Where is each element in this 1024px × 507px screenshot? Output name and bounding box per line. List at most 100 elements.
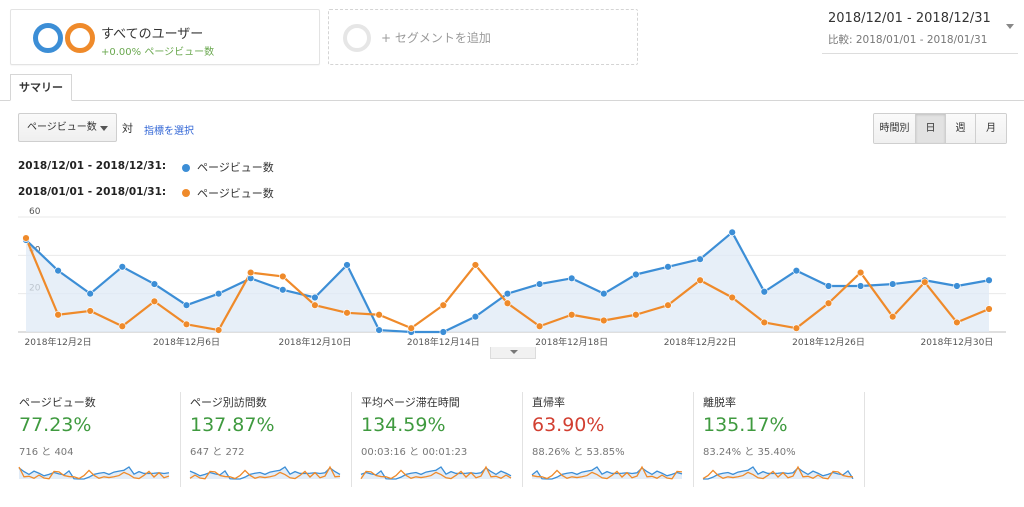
scorecard-title: 直帰率 [532, 396, 565, 409]
x-tick-label: 2018年12月18日 [535, 336, 608, 348]
data-point-previous[interactable] [311, 301, 319, 309]
period-hourly-button[interactable]: 時間別 [874, 114, 916, 143]
scorecard[interactable]: ページ別訪問数 137.87% 647 と 272 [181, 392, 352, 487]
data-point-current[interactable] [953, 282, 961, 290]
data-point-current[interactable] [279, 286, 287, 294]
data-point-previous[interactable] [696, 276, 704, 284]
data-point-previous[interactable] [567, 311, 576, 319]
period-week-button[interactable]: 週 [946, 114, 976, 143]
pageviews-line-chart[interactable]: 2040602018年12月2日2018年12月6日2018年12月10日201… [0, 205, 1024, 350]
data-point-previous[interactable] [22, 234, 30, 242]
scorecard[interactable]: 離脱率 135.17% 83.24% と 35.40% [694, 392, 865, 487]
data-point-previous[interactable] [535, 322, 544, 330]
legend-range-previous: 2018/01/01 - 2018/01/31: [18, 186, 167, 198]
data-point-previous[interactable] [182, 320, 191, 329]
sparkline-line [189, 465, 341, 480]
scorecard[interactable]: 平均ページ滞在時間 134.59% 00:03:16 と 00:01:23 [352, 392, 523, 487]
legend-series-current: ページビュー数 [197, 161, 274, 174]
data-point-previous[interactable] [503, 299, 512, 307]
legend-range-current: 2018/12/01 - 2018/12/31: [18, 160, 167, 172]
legend-orange-dot-icon [182, 189, 190, 197]
add-segment-button[interactable]: + セグメントを追加 [328, 9, 638, 65]
data-point-previous[interactable] [439, 301, 447, 309]
scorecard-title: ページビュー数 [19, 396, 96, 409]
data-point-current[interactable] [439, 328, 447, 336]
data-point-previous[interactable] [118, 322, 127, 330]
data-point-previous[interactable] [985, 305, 993, 313]
x-tick-label: 2018年12月22日 [664, 336, 737, 348]
tab-bar-divider [0, 100, 1024, 101]
date-range-picker[interactable]: 2018/12/01 - 2018/12/31 比較: 2018/01/01 -… [822, 8, 1018, 54]
segment-all-users[interactable]: すべてのユーザー +0.00% ページビュー数 [10, 9, 320, 65]
data-point-current[interactable] [311, 293, 319, 302]
data-point-previous[interactable] [375, 311, 383, 319]
scorecard-title: ページ別訪問数 [190, 396, 267, 409]
data-point-current[interactable] [567, 274, 576, 283]
data-point-current[interactable] [600, 289, 608, 298]
data-point-previous[interactable] [728, 293, 736, 302]
scorecard[interactable]: ページビュー数 77.23% 716 と 404 [10, 392, 181, 487]
data-point-current[interactable] [54, 266, 62, 275]
segment-subtitle: +0.00% ページビュー数 [101, 47, 215, 58]
data-point-current[interactable] [728, 228, 736, 237]
data-point-current[interactable] [985, 276, 993, 284]
choose-metric-link[interactable]: 指標を選択 [144, 126, 194, 137]
scorecard-sparkline [18, 466, 170, 480]
segment-title: すべてのユーザー [101, 27, 204, 42]
data-point-previous[interactable] [953, 318, 961, 327]
data-point-previous[interactable] [214, 326, 223, 334]
data-point-previous[interactable] [888, 312, 897, 321]
data-point-previous[interactable] [279, 272, 287, 281]
data-point-current[interactable] [375, 326, 383, 334]
date-range-main: 2018/12/01 - 2018/12/31 [828, 11, 991, 26]
legend-blue-dot-icon [182, 164, 190, 172]
data-point-previous[interactable] [760, 318, 768, 327]
data-point-previous[interactable] [632, 311, 640, 319]
sparkline-line [531, 465, 683, 480]
data-point-current[interactable] [150, 280, 159, 288]
chart-collapse-handle[interactable] [490, 347, 536, 359]
segment-blue-ring-icon [33, 23, 63, 53]
data-point-previous[interactable] [824, 299, 833, 307]
y-tick-label: 60 [29, 207, 41, 217]
data-point-previous[interactable] [407, 324, 415, 332]
data-point-current[interactable] [535, 280, 544, 288]
data-point-previous[interactable] [247, 268, 255, 277]
data-point-previous[interactable] [792, 324, 801, 332]
data-point-current[interactable] [760, 288, 768, 296]
data-point-current[interactable] [824, 282, 833, 290]
scorecard-value: 63.90% [532, 414, 605, 436]
data-point-current[interactable] [86, 289, 94, 298]
data-point-current[interactable] [182, 301, 191, 309]
data-point-previous[interactable] [921, 278, 929, 286]
versus-label: 対 [122, 122, 133, 135]
data-point-previous[interactable] [150, 297, 159, 306]
data-point-previous[interactable] [471, 261, 480, 269]
data-point-current[interactable] [632, 270, 640, 279]
data-point-previous[interactable] [664, 301, 672, 309]
data-point-current[interactable] [792, 266, 801, 275]
scorecard[interactable]: 直帰率 63.90% 88.26% と 53.85% [523, 392, 694, 487]
date-range-compare: 比較: 2018/01/01 - 2018/01/31 [828, 34, 988, 46]
data-point-current[interactable] [696, 255, 704, 263]
data-point-previous[interactable] [54, 311, 62, 319]
period-month-button[interactable]: 月 [976, 114, 1006, 143]
period-day-button[interactable]: 日 [916, 114, 946, 143]
scorecard-value: 135.17% [703, 414, 788, 436]
scorecard-detail: 716 と 404 [19, 447, 74, 458]
data-point-previous[interactable] [600, 316, 608, 325]
data-point-previous[interactable] [856, 268, 865, 277]
data-point-current[interactable] [503, 289, 512, 298]
data-point-current[interactable] [856, 282, 865, 290]
data-point-current[interactable] [888, 280, 897, 288]
data-point-current[interactable] [118, 263, 127, 271]
data-point-current[interactable] [343, 261, 351, 269]
metric-select[interactable]: ページビュー数 [18, 113, 117, 142]
tab-summary[interactable]: サマリー [10, 74, 72, 101]
data-point-current[interactable] [214, 289, 223, 298]
data-point-previous[interactable] [86, 307, 94, 315]
data-point-current[interactable] [471, 312, 480, 321]
data-point-previous[interactable] [343, 309, 351, 317]
scorecard-row: ページビュー数 77.23% 716 と 404 ページ別訪問数 137.87% 647 … [10, 392, 865, 487]
data-point-current[interactable] [664, 263, 672, 271]
